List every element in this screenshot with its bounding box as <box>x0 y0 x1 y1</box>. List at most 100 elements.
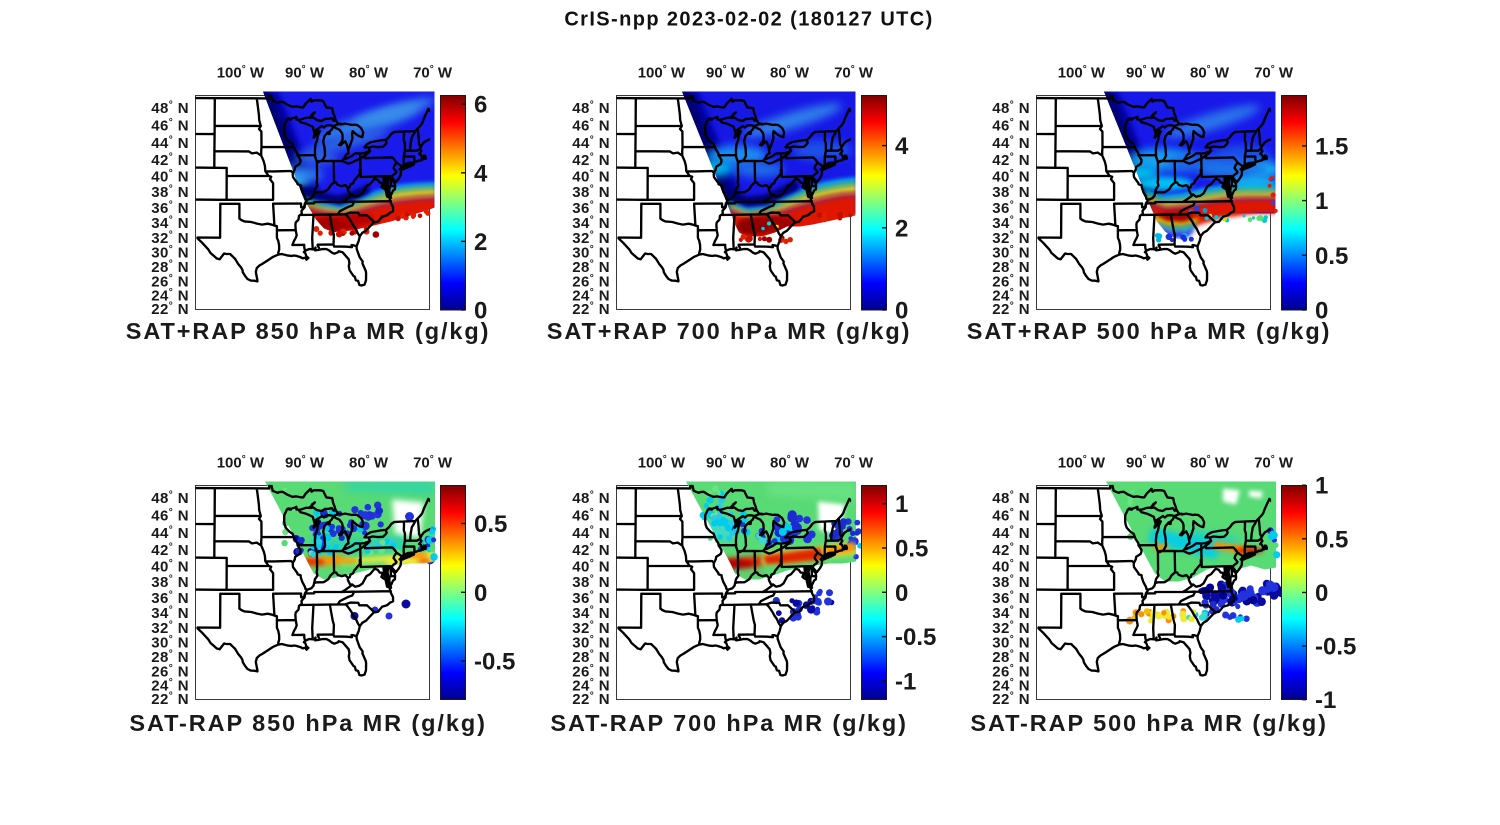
svg-text:40° N: 40° N <box>151 558 189 576</box>
svg-text:28° N: 28° N <box>151 649 189 667</box>
svg-text:-0.5: -0.5 <box>1315 634 1356 661</box>
svg-text:80° W: 80° W <box>349 64 389 82</box>
svg-text:0.5: 0.5 <box>474 511 507 538</box>
svg-text:1: 1 <box>1315 473 1328 500</box>
svg-text:4: 4 <box>474 160 488 187</box>
svg-text:0: 0 <box>895 580 908 607</box>
svg-text:22° N: 22° N <box>151 301 189 319</box>
svg-text:-1: -1 <box>1315 687 1336 714</box>
svg-text:1: 1 <box>1315 188 1328 215</box>
svg-text:32° N: 32° N <box>151 230 189 248</box>
svg-text:90° W: 90° W <box>706 454 746 472</box>
svg-text:22° N: 22° N <box>992 301 1030 319</box>
svg-text:30° N: 30° N <box>572 244 610 262</box>
svg-text:100° W: 100° W <box>1058 454 1106 472</box>
svg-text:80° W: 80° W <box>349 454 389 472</box>
svg-text:SAT-RAP 700 hPa MR (g/kg): SAT-RAP 700 hPa MR (g/kg) <box>550 710 907 736</box>
svg-text:22° N: 22° N <box>572 691 610 709</box>
svg-text:46° N: 46° N <box>151 507 189 525</box>
svg-text:30° N: 30° N <box>151 634 189 652</box>
svg-text:46° N: 46° N <box>572 507 610 525</box>
svg-text:32° N: 32° N <box>151 620 189 638</box>
svg-text:48° N: 48° N <box>992 99 1030 117</box>
svg-text:38° N: 38° N <box>572 574 610 592</box>
svg-text:70° W: 70° W <box>1254 454 1294 472</box>
svg-text:32° N: 32° N <box>992 230 1030 248</box>
svg-text:30° N: 30° N <box>572 634 610 652</box>
svg-text:34° N: 34° N <box>572 605 610 623</box>
svg-text:100° W: 100° W <box>1058 64 1106 82</box>
svg-text:44° N: 44° N <box>992 525 1030 543</box>
svg-text:36° N: 36° N <box>572 199 610 217</box>
svg-text:22° N: 22° N <box>151 691 189 709</box>
svg-text:90° W: 90° W <box>1126 454 1166 472</box>
svg-text:SAT+RAP 700 hPa MR (g/kg): SAT+RAP 700 hPa MR (g/kg) <box>547 318 912 344</box>
svg-text:22° N: 22° N <box>992 691 1030 709</box>
svg-text:36° N: 36° N <box>151 199 189 217</box>
svg-text:46° N: 46° N <box>992 507 1030 525</box>
svg-text:-1: -1 <box>895 668 916 695</box>
svg-text:30° N: 30° N <box>151 244 189 262</box>
svg-text:26° N: 26° N <box>572 273 610 291</box>
svg-text:36° N: 36° N <box>992 199 1030 217</box>
svg-text:26° N: 26° N <box>151 273 189 291</box>
svg-text:32° N: 32° N <box>992 620 1030 638</box>
svg-text:0: 0 <box>1315 298 1328 325</box>
svg-text:40° N: 40° N <box>572 558 610 576</box>
svg-text:32° N: 32° N <box>572 620 610 638</box>
svg-text:42° N: 42° N <box>992 151 1030 169</box>
svg-text:SAT-RAP 850 hPa MR (g/kg): SAT-RAP 850 hPa MR (g/kg) <box>129 710 486 736</box>
svg-text:SAT-RAP 500 hPa MR (g/kg): SAT-RAP 500 hPa MR (g/kg) <box>970 710 1327 736</box>
svg-text:SAT+RAP 850 hPa MR (g/kg): SAT+RAP 850 hPa MR (g/kg) <box>126 318 491 344</box>
svg-text:40° N: 40° N <box>151 168 189 186</box>
svg-text:90° W: 90° W <box>285 64 325 82</box>
svg-text:0: 0 <box>474 580 487 607</box>
svg-text:70° W: 70° W <box>413 64 453 82</box>
svg-text:34° N: 34° N <box>151 215 189 233</box>
svg-text:42° N: 42° N <box>151 541 189 559</box>
svg-text:24° N: 24° N <box>992 287 1030 305</box>
svg-text:42° N: 42° N <box>572 541 610 559</box>
svg-text:36° N: 36° N <box>151 589 189 607</box>
svg-text:90° W: 90° W <box>285 454 325 472</box>
svg-text:22° N: 22° N <box>572 301 610 319</box>
svg-text:90° W: 90° W <box>1126 64 1166 82</box>
svg-text:30° N: 30° N <box>992 634 1030 652</box>
svg-text:28° N: 28° N <box>151 259 189 277</box>
svg-text:44° N: 44° N <box>151 525 189 543</box>
svg-text:26° N: 26° N <box>572 663 610 681</box>
svg-text:24° N: 24° N <box>572 287 610 305</box>
svg-text:28° N: 28° N <box>572 649 610 667</box>
svg-text:40° N: 40° N <box>572 168 610 186</box>
svg-text:24° N: 24° N <box>151 287 189 305</box>
svg-text:24° N: 24° N <box>151 677 189 695</box>
svg-text:40° N: 40° N <box>992 558 1030 576</box>
svg-text:40° N: 40° N <box>992 168 1030 186</box>
svg-text:0: 0 <box>895 298 908 325</box>
svg-text:0.5: 0.5 <box>895 536 928 563</box>
svg-text:70° W: 70° W <box>1254 64 1294 82</box>
svg-text:80° W: 80° W <box>1190 64 1230 82</box>
svg-text:30° N: 30° N <box>992 244 1030 262</box>
svg-text:100° W: 100° W <box>217 64 265 82</box>
svg-text:44° N: 44° N <box>572 525 610 543</box>
svg-text:42° N: 42° N <box>992 541 1030 559</box>
svg-text:1.5: 1.5 <box>1315 133 1348 160</box>
svg-text:32° N: 32° N <box>572 230 610 248</box>
svg-text:28° N: 28° N <box>992 259 1030 277</box>
svg-text:2: 2 <box>474 229 487 256</box>
svg-text:100° W: 100° W <box>638 454 686 472</box>
svg-text:48° N: 48° N <box>992 489 1030 507</box>
svg-text:48° N: 48° N <box>151 99 189 117</box>
svg-text:26° N: 26° N <box>151 663 189 681</box>
svg-text:46° N: 46° N <box>151 117 189 135</box>
svg-text:48° N: 48° N <box>572 489 610 507</box>
svg-text:80° W: 80° W <box>770 454 810 472</box>
svg-text:38° N: 38° N <box>572 184 610 202</box>
svg-text:46° N: 46° N <box>992 117 1030 135</box>
svg-text:0: 0 <box>1315 580 1328 607</box>
svg-text:34° N: 34° N <box>151 605 189 623</box>
svg-text:24° N: 24° N <box>572 677 610 695</box>
svg-text:38° N: 38° N <box>151 574 189 592</box>
svg-text:44° N: 44° N <box>992 135 1030 153</box>
